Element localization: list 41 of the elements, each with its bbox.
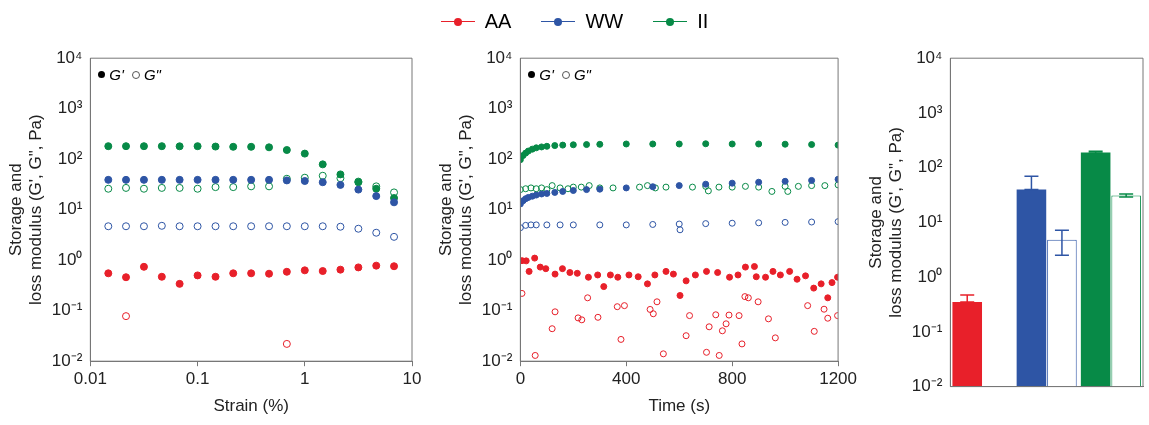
annotation: G' bbox=[109, 66, 124, 84]
x-axis-title: Strain (%) bbox=[213, 396, 289, 416]
y-tick-label: 10⁴ bbox=[916, 47, 943, 67]
y-tick-label: 10⁰ bbox=[917, 266, 943, 286]
y-tick-label: 10¹ bbox=[487, 199, 513, 219]
x-tick-label: 1 bbox=[300, 369, 310, 389]
y-tick-label: 10³ bbox=[917, 102, 943, 122]
x-tick-label: 0.01 bbox=[73, 369, 107, 389]
y-tick-label: 10⁻² bbox=[911, 376, 943, 396]
y-tick-label: 10³ bbox=[57, 98, 83, 118]
y-tick-label: 10¹ bbox=[57, 199, 83, 219]
y-tick-label: 10³ bbox=[487, 98, 513, 118]
x-tick-label: 1200 bbox=[819, 369, 857, 389]
y-tick-label: 10¹ bbox=[917, 212, 943, 232]
y-tick-label: 10⁴ bbox=[56, 47, 83, 67]
x-tick-label: 10 bbox=[402, 369, 422, 389]
y-tick-label: 10⁻² bbox=[51, 350, 83, 370]
legend-label: AA bbox=[484, 10, 512, 33]
y-tick-label: 10⁰ bbox=[487, 249, 513, 269]
y-tick-label: 10² bbox=[57, 148, 83, 168]
annotation: G" bbox=[143, 66, 161, 84]
legend-label: WW bbox=[585, 10, 624, 33]
y-axis-title: Storage and loss modulus (G', G", Pa) bbox=[5, 114, 46, 306]
y-axis-title: Storage and loss modulus (G', G", Pa) bbox=[865, 127, 906, 318]
x-tick-label: 800 bbox=[718, 369, 747, 389]
y-tick-label: 10⁻¹ bbox=[51, 300, 83, 320]
x-tick-label: 400 bbox=[612, 369, 641, 389]
y-axis-title: Storage and loss modulus (G', G", Pa) bbox=[435, 114, 476, 306]
annotation: G" bbox=[573, 66, 591, 84]
y-tick-label: 10⁻² bbox=[481, 350, 513, 370]
y-tick-label: 10⁰ bbox=[57, 249, 83, 269]
y-tick-label: 10² bbox=[487, 148, 513, 168]
x-tick-label: 0 bbox=[515, 369, 526, 389]
legend-label: II bbox=[697, 10, 709, 33]
y-tick-label: 10² bbox=[917, 157, 943, 177]
annotation: G' bbox=[539, 66, 554, 84]
y-tick-label: 10⁴ bbox=[486, 47, 513, 67]
y-tick-label: 10⁻¹ bbox=[911, 321, 943, 341]
y-tick-label: 10⁻¹ bbox=[481, 300, 513, 320]
x-tick-label: 0.1 bbox=[185, 369, 210, 389]
x-axis-title: Time (s) bbox=[648, 396, 711, 416]
